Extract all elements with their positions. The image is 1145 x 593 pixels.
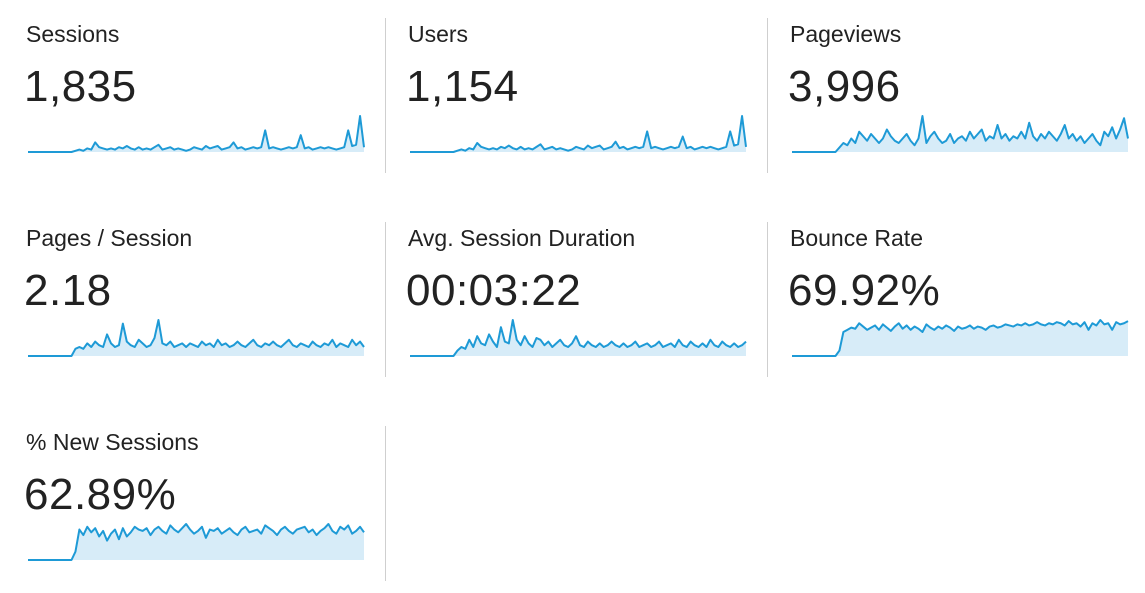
- sparkline-line: [28, 116, 364, 152]
- sparkline-area: [792, 320, 1128, 356]
- metric-value: 1,154: [406, 62, 519, 111]
- metric-pages-per-session[interactable]: Pages / Session 2.18: [24, 204, 376, 384]
- sparkline-line: [28, 320, 364, 356]
- avg-session-duration-sparkline: [410, 316, 746, 360]
- pageviews-sparkline: [792, 112, 1128, 156]
- sparkline-area: [410, 320, 746, 356]
- metric-bounce-rate[interactable]: Bounce Rate 69.92%: [788, 204, 1140, 384]
- users-sparkline: [410, 112, 746, 156]
- metric-avg-session-duration[interactable]: Avg. Session Duration 00:03:22: [406, 204, 758, 384]
- metric-users[interactable]: Users 1,154: [406, 0, 758, 180]
- metric-label: Pages / Session: [26, 225, 193, 251]
- metric-value: 62.89%: [24, 470, 177, 519]
- column-divider: [385, 18, 386, 173]
- metric-value: 1,835: [24, 62, 137, 111]
- metric-sessions[interactable]: Sessions 1,835: [24, 0, 376, 180]
- new-sessions-sparkline: [28, 520, 364, 564]
- pages-per-session-sparkline: [28, 316, 364, 360]
- sparkline-line: [28, 524, 364, 560]
- metric-label: Avg. Session Duration: [408, 225, 636, 251]
- metric-value: 69.92%: [788, 266, 941, 315]
- sparkline-area: [28, 320, 364, 356]
- sparkline-line: [410, 116, 746, 152]
- column-divider: [767, 18, 768, 173]
- column-divider: [385, 426, 386, 581]
- bounce-rate-sparkline: [792, 316, 1128, 360]
- sparkline-line: [792, 320, 1128, 356]
- sparkline-area: [28, 116, 364, 152]
- metric-value: 2.18: [24, 266, 112, 315]
- sparkline-line: [792, 116, 1128, 152]
- metric-label: Bounce Rate: [790, 225, 923, 251]
- metric-label: Pageviews: [790, 21, 902, 47]
- sparkline-area: [792, 116, 1128, 152]
- column-divider: [767, 222, 768, 377]
- metric-label: % New Sessions: [26, 429, 199, 455]
- metric-value: 00:03:22: [406, 266, 582, 315]
- sparkline-line: [410, 320, 746, 356]
- metric-label: Users: [408, 21, 469, 47]
- metric-value: 3,996: [788, 62, 901, 111]
- metric-label: Sessions: [26, 21, 120, 47]
- metric-new-sessions[interactable]: % New Sessions 62.89%: [24, 408, 376, 588]
- sessions-sparkline: [28, 112, 364, 156]
- column-divider: [385, 222, 386, 377]
- metric-pageviews[interactable]: Pageviews 3,996: [788, 0, 1140, 180]
